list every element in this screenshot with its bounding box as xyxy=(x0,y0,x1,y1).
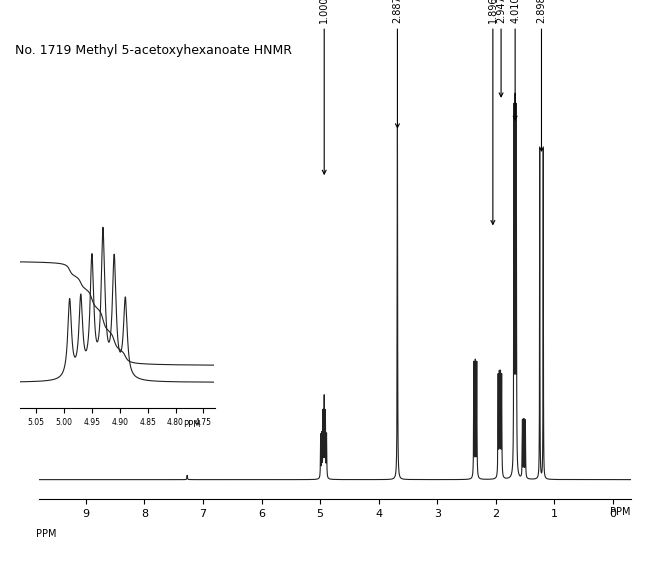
Text: PPM: PPM xyxy=(183,420,201,429)
Text: No. 1719 Methyl 5-acetoxyhexanoate HNMR: No. 1719 Methyl 5-acetoxyhexanoate HNMR xyxy=(16,44,292,57)
Text: 2.947: 2.947 xyxy=(496,0,506,97)
Text: 4.010: 4.010 xyxy=(510,0,520,120)
Text: 1.000: 1.000 xyxy=(319,0,329,174)
Text: PPM: PPM xyxy=(36,528,57,539)
Text: 1.896: 1.896 xyxy=(488,0,498,225)
Text: PPM: PPM xyxy=(610,507,630,518)
Text: 2.887: 2.887 xyxy=(393,0,402,128)
Text: 2.898: 2.898 xyxy=(536,0,547,151)
